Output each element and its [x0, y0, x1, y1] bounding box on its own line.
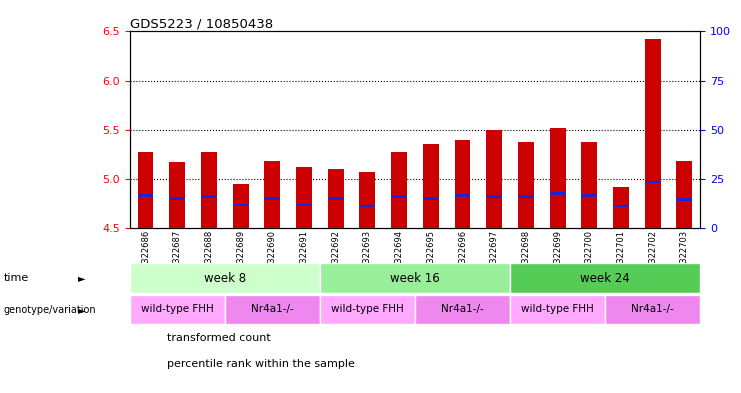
Bar	[320, 263, 510, 293]
Bar	[518, 195, 534, 198]
Bar	[677, 198, 692, 200]
Bar	[486, 195, 502, 198]
Text: GSM1322697: GSM1322697	[490, 230, 499, 286]
Bar	[265, 161, 280, 228]
Text: GSM1322694: GSM1322694	[395, 230, 404, 286]
Bar	[328, 197, 344, 200]
Text: Nr4a1-/-: Nr4a1-/-	[251, 305, 293, 314]
Text: GSM1322686: GSM1322686	[141, 230, 150, 286]
Text: wild-type FHH: wild-type FHH	[141, 305, 213, 314]
Text: GSM1322692: GSM1322692	[331, 230, 340, 286]
Bar	[296, 204, 312, 206]
Text: GSM1322695: GSM1322695	[426, 230, 435, 286]
Bar	[582, 142, 597, 228]
Text: wild-type FHH: wild-type FHH	[331, 305, 404, 314]
Bar	[454, 140, 471, 228]
Bar	[169, 197, 185, 200]
Bar	[613, 205, 629, 208]
Bar	[677, 161, 692, 228]
Bar	[613, 187, 629, 228]
Text: GSM1322703: GSM1322703	[680, 230, 689, 286]
Bar	[645, 39, 661, 228]
Bar	[265, 197, 280, 200]
Text: GSM1322699: GSM1322699	[553, 230, 562, 286]
Bar	[550, 128, 565, 228]
Text: GSM1322698: GSM1322698	[522, 230, 531, 286]
Bar	[359, 172, 376, 228]
Text: week 24: week 24	[580, 272, 630, 285]
Text: GSM1322696: GSM1322696	[458, 230, 467, 286]
Text: ►: ►	[78, 273, 85, 283]
Text: wild-type FHH: wild-type FHH	[521, 305, 594, 314]
Bar	[328, 169, 344, 228]
Bar	[225, 295, 320, 324]
Text: GSM1322691: GSM1322691	[299, 230, 308, 286]
Bar	[201, 195, 217, 198]
Bar	[423, 145, 439, 228]
Bar	[130, 295, 225, 324]
Bar	[391, 195, 407, 198]
Text: GSM1322701: GSM1322701	[617, 230, 625, 286]
Text: ►: ►	[78, 305, 85, 315]
Text: GSM1322687: GSM1322687	[173, 230, 182, 286]
Bar	[486, 130, 502, 228]
Bar	[359, 205, 376, 208]
Text: Nr4a1-/-: Nr4a1-/-	[631, 305, 674, 314]
Bar	[582, 195, 597, 196]
Text: genotype/variation: genotype/variation	[4, 305, 96, 315]
Text: GSM1322689: GSM1322689	[236, 230, 245, 286]
Text: week 8: week 8	[204, 272, 246, 285]
Bar	[518, 142, 534, 228]
Bar	[138, 152, 153, 228]
Bar	[130, 263, 320, 293]
Text: GSM1322688: GSM1322688	[205, 230, 213, 286]
Text: time: time	[4, 273, 29, 283]
Bar	[415, 295, 510, 324]
Bar	[510, 295, 605, 324]
Text: transformed count: transformed count	[167, 333, 270, 343]
Bar	[645, 181, 661, 183]
Text: Nr4a1-/-: Nr4a1-/-	[441, 305, 484, 314]
Text: percentile rank within the sample: percentile rank within the sample	[167, 358, 355, 369]
Bar	[423, 197, 439, 200]
Text: week 16: week 16	[390, 272, 440, 285]
Text: GSM1322690: GSM1322690	[268, 230, 277, 286]
Bar	[510, 263, 700, 293]
Bar	[169, 162, 185, 228]
Bar	[233, 184, 248, 228]
Bar	[201, 152, 217, 228]
Bar	[320, 295, 415, 324]
Bar	[138, 195, 153, 196]
Bar	[454, 195, 471, 196]
Bar	[391, 152, 407, 228]
Text: GDS5223 / 10850438: GDS5223 / 10850438	[130, 17, 273, 30]
Bar	[550, 193, 565, 195]
Text: GSM1322700: GSM1322700	[585, 230, 594, 286]
Text: GSM1322693: GSM1322693	[363, 230, 372, 286]
Bar	[233, 204, 248, 206]
Text: GSM1322702: GSM1322702	[648, 230, 657, 286]
Bar	[605, 295, 700, 324]
Bar	[296, 167, 312, 228]
